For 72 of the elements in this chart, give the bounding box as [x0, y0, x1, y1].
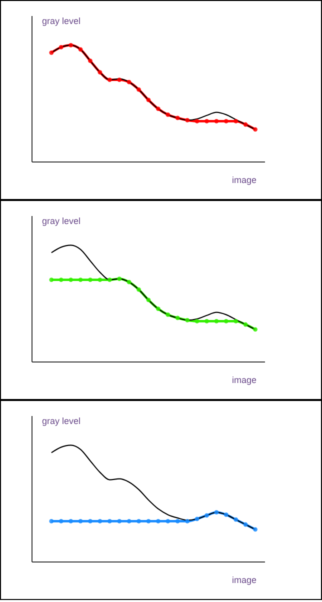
point [98, 70, 102, 74]
point [88, 278, 92, 282]
point [224, 512, 228, 517]
point [156, 306, 160, 312]
point [156, 519, 160, 524]
point [243, 122, 248, 127]
point [146, 98, 151, 102]
point [58, 519, 64, 524]
point [185, 519, 190, 524]
point [253, 327, 258, 332]
point [166, 312, 170, 317]
point [194, 119, 200, 124]
point [117, 276, 122, 282]
point [68, 43, 74, 48]
point [117, 78, 122, 82]
point [146, 298, 151, 302]
point [88, 58, 92, 64]
point [175, 519, 180, 524]
point [58, 278, 64, 282]
point [214, 510, 219, 515]
point [107, 519, 112, 524]
point [224, 319, 228, 324]
point [175, 316, 180, 320]
x-axis-title: image [232, 175, 257, 185]
y-axis-title: gray level [42, 216, 81, 226]
point [224, 119, 228, 124]
point [136, 287, 141, 292]
point [78, 47, 83, 52]
point [214, 119, 219, 124]
point [49, 50, 54, 55]
y-axis-title: gray level [42, 16, 81, 26]
point [234, 319, 238, 324]
point [136, 519, 141, 524]
point [117, 519, 122, 524]
point [107, 278, 112, 282]
point [49, 519, 54, 524]
point [88, 519, 92, 524]
point [78, 519, 83, 524]
point [204, 513, 209, 518]
point [175, 116, 180, 120]
point [185, 318, 190, 322]
point [194, 516, 200, 522]
x-axis-title: image [232, 575, 257, 585]
y-axis-title: gray level [42, 416, 81, 426]
point [136, 87, 141, 92]
point [253, 527, 258, 532]
point [98, 519, 102, 524]
point [126, 519, 132, 524]
point [253, 127, 258, 132]
point [78, 278, 83, 282]
point [243, 322, 248, 327]
point [68, 278, 74, 282]
point [234, 119, 238, 124]
point [98, 278, 102, 282]
point [156, 106, 160, 112]
point [214, 319, 219, 324]
point [234, 517, 238, 522]
x-axis-title: image [232, 375, 257, 385]
point [146, 519, 151, 524]
point [126, 80, 132, 84]
point [185, 118, 190, 122]
point [243, 522, 248, 527]
point [166, 112, 170, 117]
point [204, 119, 209, 124]
point [126, 280, 132, 284]
point [58, 44, 64, 50]
point [194, 319, 200, 324]
point [68, 519, 74, 524]
point [166, 519, 170, 524]
point [107, 78, 112, 82]
point [204, 319, 209, 324]
point [49, 278, 54, 282]
